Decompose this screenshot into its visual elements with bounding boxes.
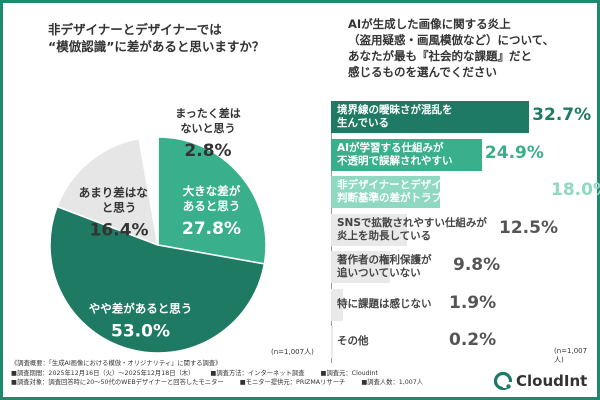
pie-value-label: 16.4% (90, 220, 149, 240)
pie-slice (157, 136, 267, 265)
bar-category-label: 特に課題は感じない (337, 297, 432, 310)
bar (331, 138, 482, 171)
bar-category-label: SNSで拡散されやすい仕組みが 炎上を助長している (337, 216, 487, 242)
bar-question-title: AIが生成した画像に関する炎上 （盗用疑惑・画風模倣など）について、 あなたが最… (348, 16, 593, 80)
bar-category-label: その他 (337, 335, 369, 347)
bar-row: その他 0.2% (331, 326, 593, 358)
footer-row: ■調査期間：2025年12月16日（火）～2025年12月18日（木） ■調査方… (11, 369, 491, 379)
logo-text: CloudInt (516, 372, 588, 390)
pie-value-label: 53.0% (111, 321, 170, 341)
bar-row: 著作者の権利保護が 追いついていない 9.8% (331, 251, 593, 283)
pie-question-line: 非デザイナーとデザイナーでは (48, 22, 222, 37)
bar-value-label: 24.9% (484, 142, 544, 163)
bar-question-line: 感じるものを選んでください (348, 65, 497, 79)
pie-category-label: まったく差は (175, 106, 241, 120)
pie-sample-note: (n=1,007人) (271, 348, 314, 356)
footer-row: ■調査対象：調査回答時に20～50代のWEBデザイナーと回答したモニター ■モニ… (11, 378, 491, 388)
bar (331, 213, 407, 246)
pie-value-label: 27.8% (182, 219, 241, 239)
pie-slice (138, 136, 159, 246)
pie-category-label: 大きな差が (183, 184, 241, 198)
pie-slice (49, 205, 266, 354)
footer-text: ■調査対象：調査回答時に20～50代のWEBデザイナーと回答したモニター (11, 379, 224, 386)
bar-question-line: AIが生成した画像に関する炎上 (348, 17, 511, 31)
bar-question-line: （盗用疑惑・画風模倣など）について、 (348, 33, 555, 47)
footer-text: ■調査期間：2025年12月16日（火）～2025年12月18日（木） (11, 369, 195, 377)
pie-value-label: 2.8% (184, 141, 231, 161)
bar (331, 251, 391, 283)
chart-panel: 非デザイナーとデザイナーでは “模倣認識”に差があると思いますか？ AIが生成し… (13, 13, 600, 364)
pie-category-label: と思う (102, 200, 137, 214)
bar-value-label: 0.2% (449, 330, 497, 350)
footer-row: 《調査概要：「生成AI画像における模倣・オリジナリティ」に関する調査》 (11, 359, 491, 369)
bar-category-label: 非デザイナーとデザイナーの 判断基準の差がトラブルを生んでいる (337, 179, 515, 204)
pie-question-line: “模倣認識”に差があると思いますか？ (48, 39, 265, 54)
pie-category-label: あると思う (183, 199, 241, 213)
bar-question-line: あなたが最も『社会的な課題』だと (348, 49, 532, 63)
bar-category-label: 著作者の権利保護が 追いついていない (337, 254, 432, 279)
bar (331, 288, 343, 321)
footer-text: ■調査人数：1,007人 (361, 379, 424, 386)
bar-row: SNSで拡散されやすい仕組みが 炎上を助長している 12.5% (331, 213, 593, 246)
footer-text: ■調査元：CloudInt (320, 369, 378, 377)
footer-text: ■調査方法：インターネット調査 (210, 369, 305, 377)
bar (331, 176, 441, 208)
bar-row: 特に課題は感じない 1.9% (331, 288, 593, 321)
bar-category-label: 境界線の曖昧さが混乱を 生んでいる (337, 104, 453, 129)
bar-value-label: 9.8% (453, 255, 501, 275)
bar-value-label: 1.9% (449, 292, 497, 313)
survey-footer: 《調査概要：「生成AI画像における模倣・オリジナリティ」に関する調査》 ■調査期… (11, 359, 491, 388)
pie-slice (56, 137, 159, 247)
bar-value-label: 32.7% (532, 105, 592, 125)
bar-value-label: 12.5% (499, 217, 558, 238)
bar-category-label: AIが学習する仕組みが 不透明で誤解されやすい (337, 141, 453, 167)
pie-category-label: ないと思う (181, 122, 236, 135)
pie-question-title: 非デザイナーとデザイナーでは “模倣認識”に差があると思いますか？ (48, 21, 308, 55)
bar (331, 101, 530, 133)
bar-row: 境界線の曖昧さが混乱を 生んでいる 32.7% (331, 101, 593, 133)
footer-text: 《調査概要：「生成AI画像における模倣・オリジナリティ」に関する調査》 (11, 360, 222, 367)
brand-logo: CloudInt (493, 371, 587, 391)
cloud-logo-icon (493, 371, 513, 391)
bar-sample-note: (n=1,007人) (554, 347, 588, 364)
footer-text: ■モニター提供元：PRIZMAリサーチ (239, 379, 346, 386)
pie-category-label: あまり差はない (79, 185, 160, 199)
pie-category-label: やや差があると思う (89, 301, 193, 315)
bar-value-label: 18.0% (551, 180, 600, 200)
bar-row: AIが学習する仕組みが 不透明で誤解されやすい 24.9% (331, 138, 593, 171)
bar (331, 326, 333, 358)
